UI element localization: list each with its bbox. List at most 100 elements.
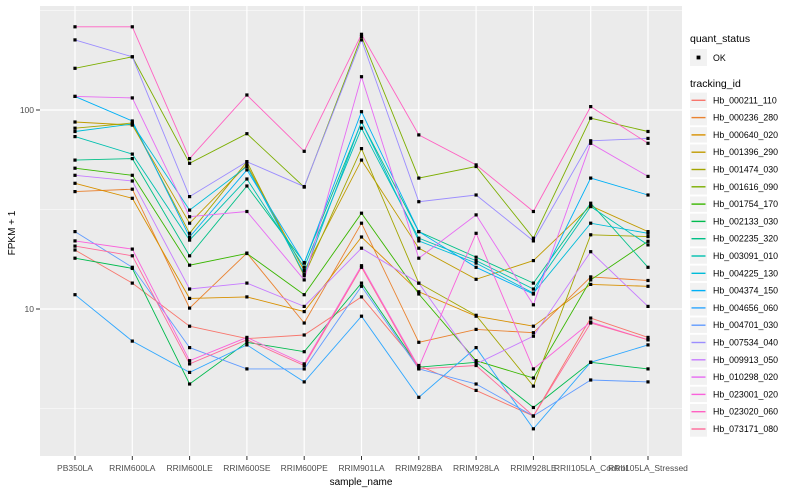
data-point [417,395,421,399]
data-point [589,176,593,180]
data-point [474,363,478,368]
legend-item-label: Hb_010298_020 [713,372,778,382]
legend-item: Hb_002133_030 [690,213,778,230]
data-point [245,164,249,169]
data-point [646,338,650,342]
data-point [359,281,364,285]
data-point [302,367,306,371]
data-point [589,278,593,282]
data-point [245,168,249,172]
data-point [302,278,306,282]
data-point [73,190,77,194]
data-point [589,233,593,237]
legend-label-ok: OK [713,53,726,63]
legend-item: Hb_004374_150 [690,282,778,299]
data-point [188,157,192,161]
legend-item-label: Hb_009913_050 [713,355,778,365]
data-point [646,193,650,197]
data-point [474,382,478,386]
legend-title-tracking-id: tracking_id [690,78,741,90]
legend-item-label: Hb_000236_280 [713,113,778,123]
data-point [589,141,593,145]
data-point [531,427,535,431]
data-point [188,195,192,199]
legend-item: Hb_004225_130 [690,265,778,281]
data-point [245,160,249,164]
data-point [188,254,192,258]
data-point [73,166,77,170]
data-point [589,282,593,286]
data-point [302,310,306,314]
data-point [417,365,421,369]
data-point [73,66,77,70]
data-point [73,244,77,248]
data-point [359,147,364,151]
data-point [73,25,77,29]
data-point [531,303,535,307]
data-point [188,370,192,374]
data-point [245,281,249,285]
data-point [302,333,306,337]
data-point [589,221,593,225]
data-point [73,135,77,139]
data-point [531,259,535,263]
data-point [531,236,535,240]
x-tick-label: PB350LA [57,463,93,473]
ok-marker-icon [696,55,701,60]
data-point [188,296,192,300]
data-point [589,321,593,325]
data-point [130,157,134,161]
legend-title-quant-status: quant_status [690,33,750,45]
data-point [359,284,364,288]
data-point [646,335,650,339]
data-point [302,380,306,384]
data-point [302,293,306,297]
data-point [302,149,306,153]
data-point [589,205,593,209]
data-point [474,193,478,197]
data-point [646,265,650,269]
x-tick-label: RRIM928LE [510,463,557,473]
data-point [417,292,421,296]
data-point [130,55,134,59]
data-point [359,126,364,130]
data-point [302,321,306,325]
data-point [589,360,593,364]
data-point [73,293,77,297]
data-point [245,340,249,344]
data-point [302,261,306,265]
data-point [302,274,306,278]
data-point [646,231,650,235]
data-point [474,231,478,235]
data-point [245,338,249,342]
legend: quant_status OK tracking_id Hb_000211_110 Hb… [690,33,778,437]
legend-item: Hb_001396_290 [690,144,778,160]
data-point [589,105,593,109]
data-point [188,208,192,212]
data-point [417,340,421,344]
data-point [302,269,306,273]
data-point [359,235,364,239]
data-point [359,75,364,79]
data-point [73,256,77,260]
legend-item: Hb_010298_020 [690,369,778,385]
data-point [646,380,650,384]
legend-item: Hb_000236_280 [690,109,778,126]
data-point [73,129,77,134]
data-point [73,126,77,130]
legend-item: Hb_023001_020 [690,386,778,403]
data-point [474,313,478,317]
data-point [245,251,249,256]
data-point [188,324,192,328]
data-point [417,246,421,250]
data-point [646,174,650,178]
legend-item: Hb_073171_080 [690,421,778,437]
data-point [302,304,306,308]
data-point [531,376,535,380]
data-point [474,261,478,265]
data-point [531,239,535,243]
data-point [417,363,421,368]
data-point [302,185,306,189]
data-point [188,231,192,235]
legend-item: Hb_001616_090 [690,179,778,195]
